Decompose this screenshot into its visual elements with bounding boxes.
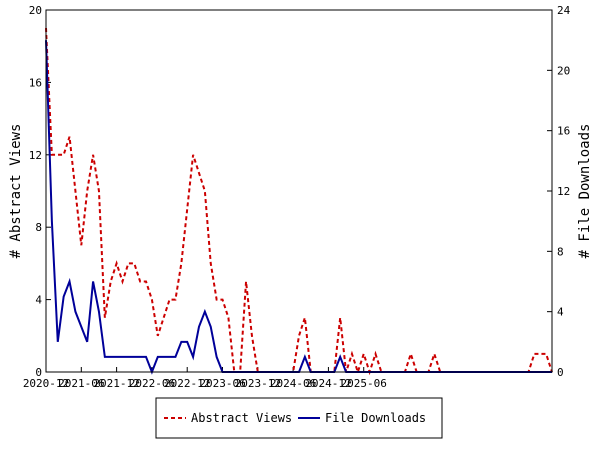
series-line-file-downloads: [45, 40, 552, 375]
right-tick-label: 8: [557, 245, 564, 258]
left-tick-label: 8: [35, 221, 42, 234]
series-line-abstract-views: [45, 28, 553, 376]
right-tick-label: 4: [557, 306, 564, 319]
legend-label: Abstract Views: [191, 411, 292, 425]
x-tick-label: 2021-06: [58, 377, 104, 390]
x-tick-label: 2020-12: [23, 377, 69, 390]
series-layer: [45, 28, 553, 376]
right-tick-label: 20: [557, 64, 570, 77]
x-tick-label: 2022-12: [164, 377, 210, 390]
legend-label: File Downloads: [325, 411, 426, 425]
x-tick-label: 2024-12: [305, 377, 351, 390]
legend: Abstract Views File Downloads: [155, 397, 443, 439]
right-tick-label: 0: [557, 366, 564, 379]
x-tick-label: 2021-12: [93, 377, 139, 390]
right-tick-label: 24: [557, 4, 571, 17]
x-tick-label: 2023-12: [235, 377, 281, 390]
plot-frame: [45, 9, 553, 373]
left-tick-label: 4: [35, 294, 42, 307]
right-axis-title: # File Downloads: [577, 124, 593, 259]
left-axis-title: # Abstract Views: [8, 124, 24, 259]
right-tick-label: 16: [557, 125, 570, 138]
left-tick-label: 12: [29, 149, 42, 162]
right-tick-label: 12: [557, 185, 570, 198]
x-tick-label: 2025-06: [341, 377, 387, 390]
x-tick-label: 2023-06: [199, 377, 245, 390]
left-tick-label: 0: [35, 366, 42, 379]
left-tick-label: 16: [29, 76, 42, 89]
x-tick-label: 2022-06: [129, 377, 175, 390]
axis-ticks: 0 4 8 12 16 20 0 4 8 12 16 20 24 2020-122021-062021-1…: [23, 4, 571, 390]
left-tick-label: 20: [29, 4, 42, 17]
x-tick-label: 2024-06: [270, 377, 316, 390]
